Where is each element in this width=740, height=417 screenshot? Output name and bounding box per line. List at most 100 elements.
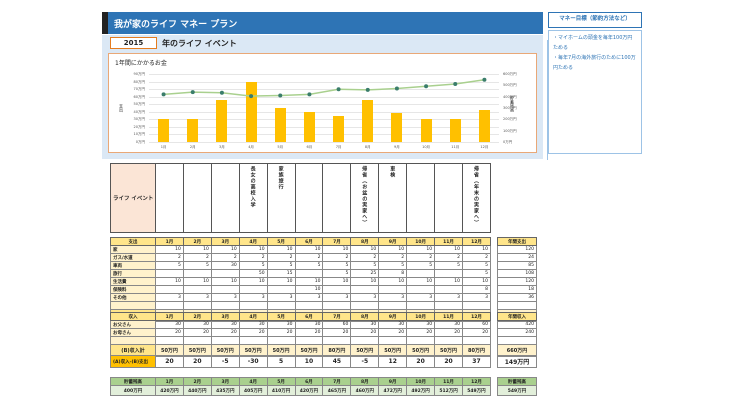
- expense-cell[interactable]: 3: [350, 293, 380, 302]
- savings-initial[interactable]: 400万円: [110, 385, 156, 396]
- expense-cell[interactable]: 3: [294, 293, 324, 302]
- expense-cell[interactable]: 5: [155, 261, 184, 270]
- expense-cell[interactable]: 2: [434, 253, 463, 262]
- expense-cell[interactable]: 5: [238, 261, 268, 270]
- income-cell[interactable]: 30: [406, 320, 436, 329]
- income-cell[interactable]: 30: [238, 320, 268, 329]
- income-cell[interactable]: [266, 336, 296, 345]
- expense-cell[interactable]: [406, 301, 436, 310]
- expense-cell[interactable]: 3: [378, 293, 408, 302]
- expense-cell[interactable]: 10: [294, 245, 324, 254]
- expense-cell[interactable]: [182, 269, 212, 278]
- life-event-cell[interactable]: 帰省（年末の実家へ）: [461, 163, 492, 233]
- expense-cell[interactable]: [406, 269, 436, 278]
- income-cell[interactable]: [406, 336, 436, 345]
- expense-cell[interactable]: [266, 301, 296, 310]
- life-event-cell[interactable]: [155, 163, 184, 233]
- income-cell[interactable]: 20: [322, 328, 352, 337]
- expense-cell[interactable]: [238, 301, 268, 310]
- chart-bar[interactable]: [216, 100, 228, 142]
- expense-cell[interactable]: 2: [155, 253, 184, 262]
- income-cell[interactable]: 30: [210, 320, 240, 329]
- expense-cell[interactable]: 3: [182, 293, 212, 302]
- expense-cell[interactable]: 10: [378, 277, 408, 286]
- expense-cell[interactable]: [210, 285, 240, 294]
- chart-bar[interactable]: [362, 100, 374, 142]
- income-cell[interactable]: 20: [155, 328, 184, 337]
- expense-cell[interactable]: [350, 285, 380, 294]
- expense-cell[interactable]: 3: [461, 293, 492, 302]
- expense-cell[interactable]: [182, 301, 212, 310]
- expense-cell[interactable]: 5: [322, 269, 352, 278]
- expense-cell[interactable]: 2: [350, 253, 380, 262]
- expense-cell[interactable]: 10: [461, 277, 492, 286]
- expense-cell[interactable]: 50: [238, 269, 268, 278]
- chart-bar[interactable]: [274, 108, 286, 142]
- chart-bar[interactable]: [478, 109, 490, 142]
- expense-cell[interactable]: 15: [266, 269, 296, 278]
- expense-cell[interactable]: [266, 285, 296, 294]
- income-cell[interactable]: 30: [182, 320, 212, 329]
- expense-cell[interactable]: [434, 301, 463, 310]
- money-goal-body[interactable]: ・マイホームの頭金を毎年100万円ためる ・毎年7月の海外旅行のために100万円…: [548, 30, 642, 154]
- expense-cell[interactable]: [322, 285, 352, 294]
- expense-cell[interactable]: 10: [238, 277, 268, 286]
- chart-bar[interactable]: [303, 111, 315, 142]
- life-event-cell[interactable]: 帰省（お盆の実家へ）: [350, 163, 380, 233]
- income-cell[interactable]: 20: [238, 328, 268, 337]
- expense-cell[interactable]: 10: [294, 285, 324, 294]
- expense-cell[interactable]: 8: [461, 285, 492, 294]
- income-cell[interactable]: 20: [210, 328, 240, 337]
- expense-cell[interactable]: 3: [434, 293, 463, 302]
- life-event-cell[interactable]: [434, 163, 463, 233]
- chart-bar[interactable]: [245, 81, 257, 142]
- expense-cell[interactable]: [182, 285, 212, 294]
- expense-cell[interactable]: 5: [266, 261, 296, 270]
- income-cell[interactable]: [378, 336, 408, 345]
- expense-cell[interactable]: 10: [182, 245, 212, 254]
- expense-cell[interactable]: 2: [378, 253, 408, 262]
- expense-cell[interactable]: [378, 301, 408, 310]
- expense-cell[interactable]: [406, 285, 436, 294]
- life-event-cell[interactable]: [294, 163, 324, 233]
- income-cell[interactable]: 30: [266, 320, 296, 329]
- expense-cell[interactable]: 8: [378, 269, 408, 278]
- income-cell[interactable]: [434, 336, 463, 345]
- expense-cell[interactable]: 10: [294, 277, 324, 286]
- income-cell[interactable]: [461, 336, 492, 345]
- expense-cell[interactable]: [322, 301, 352, 310]
- income-cell[interactable]: 30: [378, 320, 408, 329]
- expense-cell[interactable]: 10: [322, 245, 352, 254]
- expense-cell[interactable]: [294, 301, 324, 310]
- income-cell[interactable]: 60: [322, 320, 352, 329]
- chart-bar[interactable]: [391, 113, 403, 142]
- life-event-cell[interactable]: 車検: [378, 163, 408, 233]
- chart-bar[interactable]: [158, 119, 170, 142]
- income-cell[interactable]: 20: [182, 328, 212, 337]
- income-cell[interactable]: [155, 336, 184, 345]
- expense-cell[interactable]: 10: [322, 277, 352, 286]
- expense-cell[interactable]: 10: [266, 277, 296, 286]
- expense-cell[interactable]: [461, 301, 492, 310]
- chart-bar[interactable]: [187, 119, 199, 142]
- expense-cell[interactable]: [238, 285, 268, 294]
- expense-cell[interactable]: 5: [378, 261, 408, 270]
- expense-cell[interactable]: 2: [461, 253, 492, 262]
- income-cell[interactable]: 30: [434, 320, 463, 329]
- expense-cell[interactable]: 10: [406, 277, 436, 286]
- income-cell[interactable]: 20: [294, 328, 324, 337]
- expense-cell[interactable]: [155, 285, 184, 294]
- expense-cell[interactable]: 3: [266, 293, 296, 302]
- expense-cell[interactable]: 5: [434, 261, 463, 270]
- income-cell[interactable]: 20: [350, 328, 380, 337]
- life-event-cell[interactable]: [322, 163, 352, 233]
- life-event-cell[interactable]: [210, 163, 240, 233]
- chart-bar[interactable]: [449, 119, 461, 142]
- expense-cell[interactable]: 10: [461, 245, 492, 254]
- income-cell[interactable]: 30: [155, 320, 184, 329]
- expense-cell[interactable]: [350, 301, 380, 310]
- income-cell[interactable]: [238, 336, 268, 345]
- income-cell[interactable]: [182, 336, 212, 345]
- expense-cell[interactable]: 5: [406, 261, 436, 270]
- expense-cell[interactable]: 2: [294, 253, 324, 262]
